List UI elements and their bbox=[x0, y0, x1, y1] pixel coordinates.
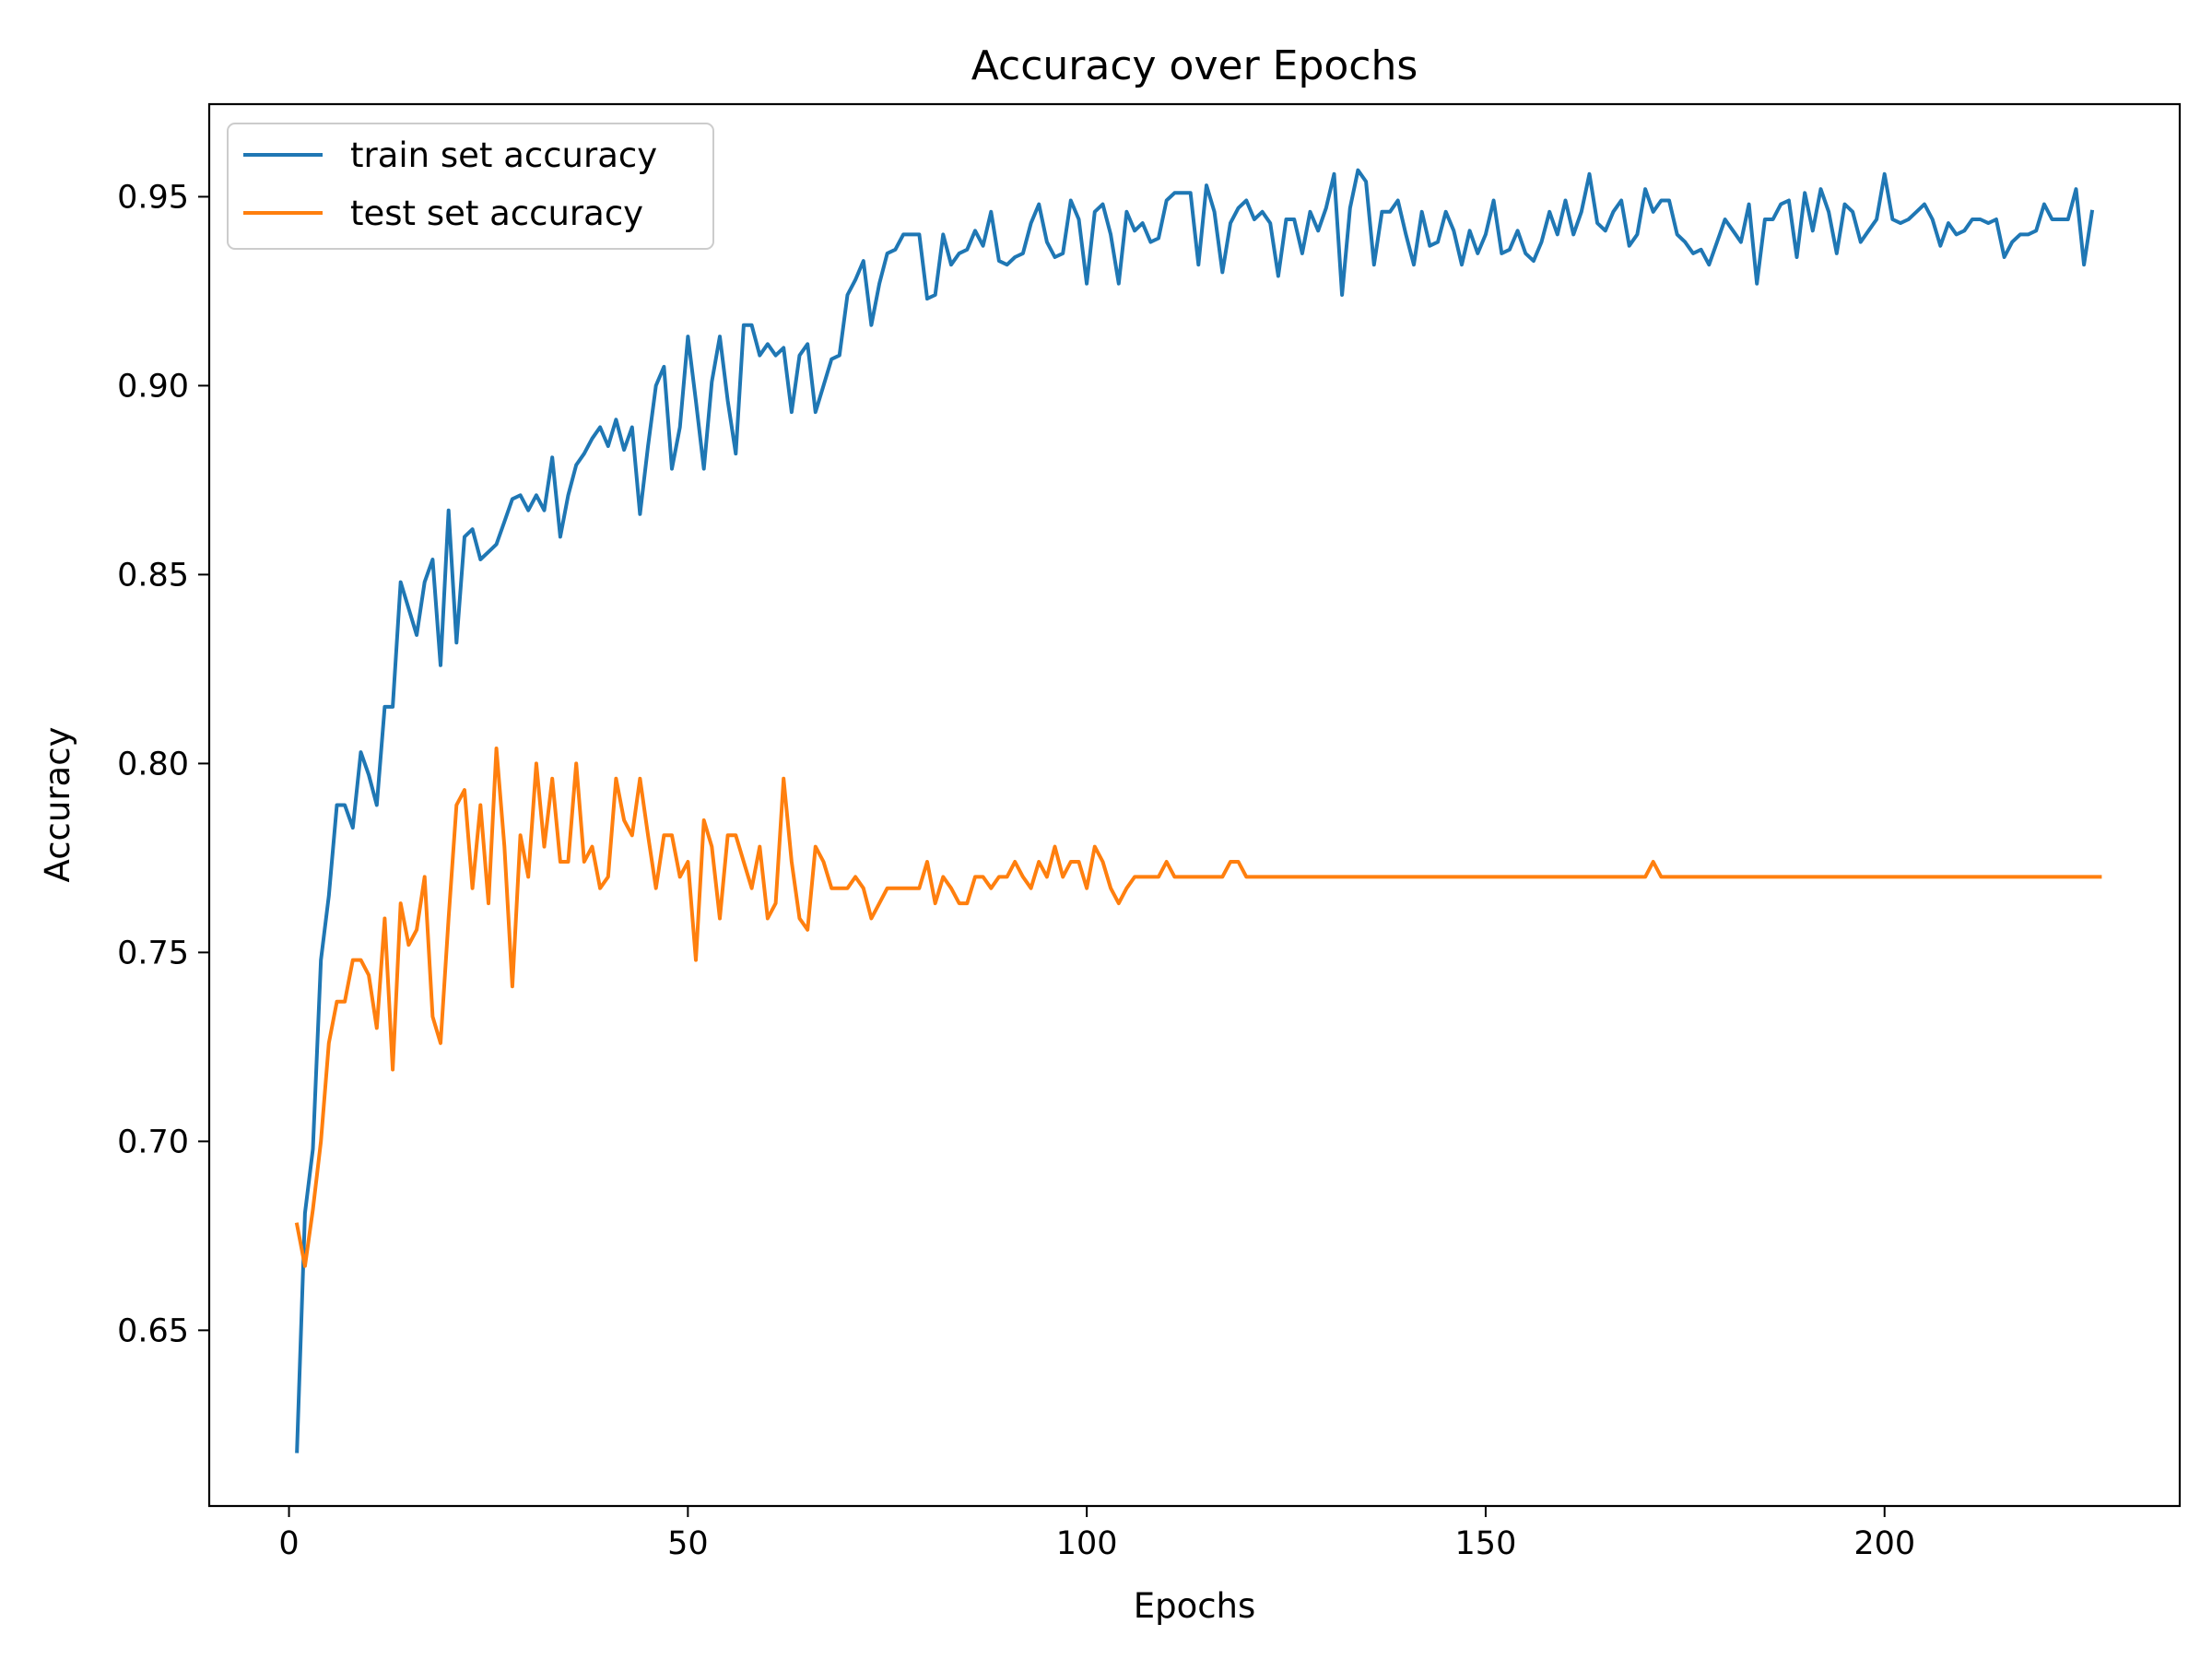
series-layer bbox=[294, 168, 2102, 1453]
x-tick-label: 100 bbox=[1056, 1525, 1118, 1562]
y-tick-label: 0.85 bbox=[117, 557, 189, 594]
x-axis-ticks: 0 50 100 150 200 bbox=[278, 1506, 1915, 1562]
axes-frame bbox=[207, 102, 2182, 1508]
y-tick-label: 0.75 bbox=[117, 935, 189, 971]
x-tick-label: 150 bbox=[1455, 1525, 1517, 1562]
x-tick-label: 0 bbox=[278, 1525, 299, 1562]
plot-background bbox=[209, 104, 2180, 1506]
legend-label-test: test set accuracy bbox=[350, 194, 643, 233]
y-tick-label: 0.70 bbox=[117, 1124, 189, 1160]
plot-area bbox=[207, 102, 2182, 1508]
y-tick-label: 0.80 bbox=[117, 746, 189, 782]
legend-label-train: train set accuracy bbox=[350, 135, 657, 175]
x-axis-label: Epochs bbox=[1134, 1586, 1256, 1626]
train-accuracy-line bbox=[295, 168, 2095, 1453]
y-tick-label: 0.90 bbox=[117, 368, 189, 405]
legend: train set accuracy test set accuracy bbox=[227, 123, 714, 250]
y-tick-label: 0.65 bbox=[117, 1312, 189, 1349]
y-axis-label: Accuracy bbox=[38, 727, 77, 883]
x-tick-label: 200 bbox=[1853, 1525, 1915, 1562]
chart-title: Accuracy over Epochs bbox=[971, 42, 1418, 89]
x-tick-label: 50 bbox=[667, 1525, 709, 1562]
test-accuracy-line bbox=[294, 747, 2102, 1268]
y-tick-label: 0.95 bbox=[117, 179, 189, 216]
y-axis-ticks: 0.65 0.70 0.75 0.80 0.85 0.90 0.95 bbox=[117, 179, 209, 1349]
legend-box bbox=[227, 123, 714, 250]
